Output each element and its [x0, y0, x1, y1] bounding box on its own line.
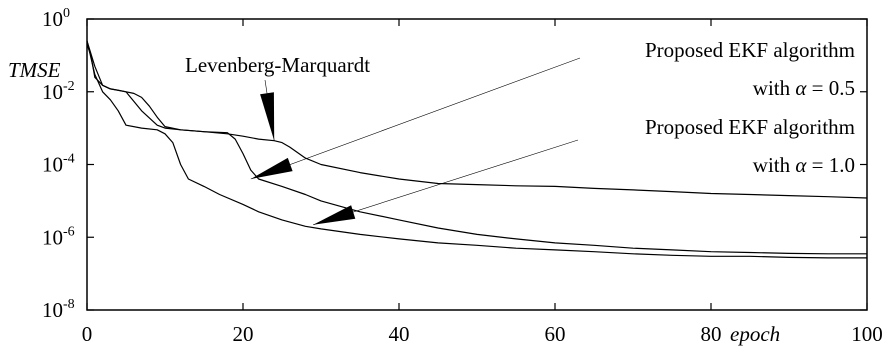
- y-tick-exponent: -2: [63, 79, 75, 94]
- series-layer: [86, 40, 868, 259]
- y-tick-label: 10-8: [42, 297, 75, 322]
- annotation-leader-line: [250, 57, 581, 180]
- annotation-ekf05-line1: Proposed EKF algorithm: [645, 38, 855, 62]
- series-line-3: [86, 40, 867, 259]
- annotation-leader-line: [313, 139, 579, 226]
- x-tick-label: 0: [82, 322, 93, 346]
- y-tick-exponent: -4: [63, 152, 75, 167]
- y-tick-base: 10: [42, 153, 63, 177]
- series-line-2: [86, 40, 867, 255]
- y-axis-label: TMSE: [8, 58, 61, 82]
- annotation-ekf10-line2: with α = 1.0: [753, 153, 855, 177]
- y-tick-exponent: 0: [63, 6, 70, 21]
- x-tick-label: 20: [233, 322, 254, 346]
- y-tick-base: 10: [42, 80, 63, 104]
- y-tick-base: 10: [42, 7, 63, 31]
- annotation-ekf10-alpha: α: [795, 153, 807, 177]
- annotation-ekf05-prefix: with: [753, 76, 796, 100]
- y-tick-base: 10: [42, 225, 63, 249]
- x-tick-label: 60: [545, 322, 566, 346]
- x-tick-label: 80: [701, 322, 722, 346]
- y-tick-label: 10-4: [42, 152, 75, 177]
- annotation-arrowhead: [313, 205, 356, 225]
- y-tick-exponent: -6: [63, 224, 75, 239]
- x-axis-label: epoch: [730, 322, 780, 346]
- annotation-ekf05-line2: with α = 0.5: [753, 76, 855, 100]
- annotation-ekf05-value: = 0.5: [806, 76, 855, 100]
- y-tick-label: 100: [42, 6, 70, 31]
- annotation-lm-label: Levenberg-Marquardt: [185, 53, 370, 77]
- y-tick-label: 10-2: [42, 79, 75, 104]
- annotation-ekf10-prefix: with: [753, 153, 796, 177]
- annotation-ekf10-value: = 1.0: [806, 153, 855, 177]
- y-tick-label: 10-6: [42, 224, 75, 249]
- y-tick-base: 10: [42, 298, 63, 322]
- annotation-arrowhead: [250, 157, 293, 179]
- annotation-ekf05-alpha: α: [795, 76, 807, 100]
- x-tick-label: 40: [389, 322, 410, 346]
- annotation-ekf10-line1: Proposed EKF algorithm: [645, 115, 855, 139]
- x-tick-label: 100: [851, 322, 883, 346]
- annotation-arrowhead: [260, 92, 275, 141]
- annotations-layer: [250, 57, 581, 226]
- y-tick-exponent: -8: [63, 297, 75, 312]
